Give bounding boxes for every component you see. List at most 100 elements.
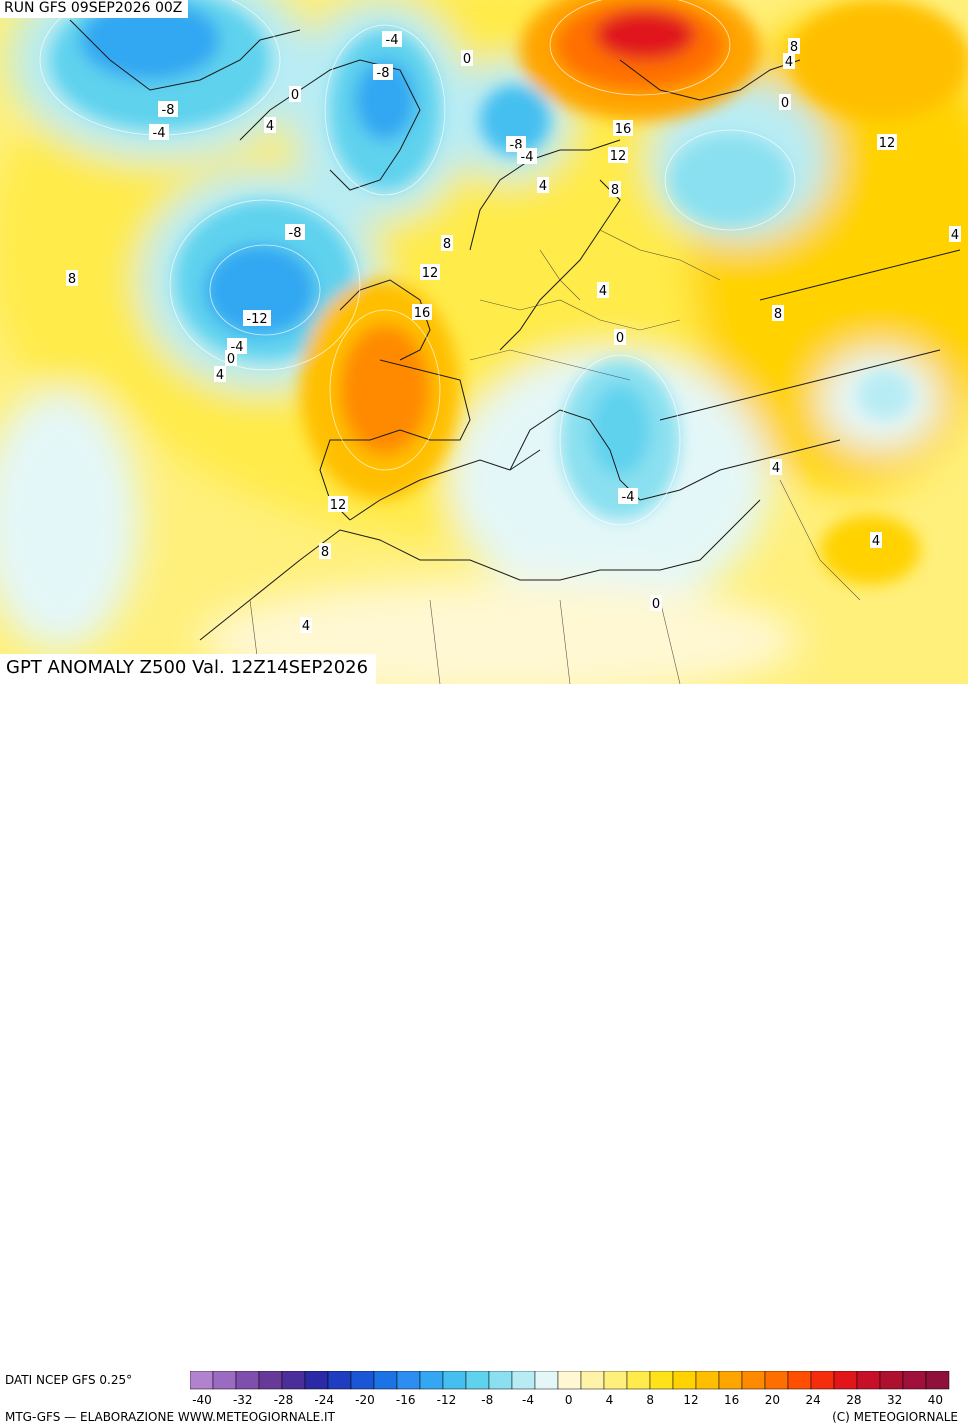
contour-label-bg xyxy=(289,86,301,102)
contour-label-bg xyxy=(149,124,169,140)
contour-label: 4 xyxy=(872,534,880,549)
contour-label-bg xyxy=(614,329,626,345)
contour-label-bg xyxy=(650,595,662,611)
contour-label-bg xyxy=(328,496,348,512)
contour-label-bg xyxy=(537,177,549,193)
contour-label: 4 xyxy=(772,461,780,476)
colorbar-swatch xyxy=(856,1371,881,1390)
footer-credit: MTG-GFS — ELABORAZIONE WWW.METEOGIORNALE… xyxy=(5,1410,335,1424)
contour-label: -8 xyxy=(162,103,175,118)
colorbar-swatch xyxy=(235,1371,260,1390)
contour-label: 8 xyxy=(443,237,451,252)
contour-label: -4 xyxy=(153,126,166,141)
contour-label-bg xyxy=(772,305,784,321)
colorbar-swatch xyxy=(810,1371,835,1390)
contour-label: 4 xyxy=(216,368,224,383)
colorbar-tick-label: -4 xyxy=(522,1393,534,1407)
colorbar-tick-label: -8 xyxy=(481,1393,493,1407)
contour-label-bg xyxy=(264,117,276,133)
colorbar-tick-label: -16 xyxy=(396,1393,416,1407)
contour-label-bg xyxy=(285,224,305,240)
isolines xyxy=(39,0,796,526)
colorbar-tick-label: 28 xyxy=(846,1393,861,1407)
contour-label: 16 xyxy=(615,122,632,137)
contour-label: 8 xyxy=(68,272,76,287)
colorbar-tick-label: 32 xyxy=(887,1393,902,1407)
country-borders xyxy=(249,229,861,684)
contour-label-bg xyxy=(613,120,633,136)
contour-label-bg xyxy=(608,147,628,163)
colorbar-swatch xyxy=(511,1371,536,1390)
run-title: RUN GFS 09SEP2026 00Z xyxy=(0,0,189,18)
contour-label-bg xyxy=(225,350,237,366)
contour-label: -4 xyxy=(521,150,534,165)
colorbar-swatch xyxy=(626,1371,651,1390)
contour-label-bg xyxy=(214,366,226,382)
contour-label-bg xyxy=(243,310,271,326)
colorbar-tick-label: 8 xyxy=(646,1393,654,1407)
contour-label: 8 xyxy=(790,40,798,55)
contour-label: 12 xyxy=(422,266,439,281)
contour-label: 8 xyxy=(774,307,782,322)
colorbar-swatch xyxy=(212,1371,237,1390)
legend-bar: DATI NCEP GFS 0.25° -40 -32 -28 -24 -20 -16 -1… xyxy=(0,684,968,1424)
contour-label-bg xyxy=(420,264,440,280)
contour-label-bg xyxy=(461,50,473,66)
contour-label: 4 xyxy=(539,179,547,194)
contour-label: -8 xyxy=(377,66,390,81)
colorbar-swatch xyxy=(925,1371,950,1390)
contour-label: 0 xyxy=(781,96,789,111)
contour-label-bg xyxy=(517,148,537,164)
colorbar-swatch xyxy=(327,1371,352,1390)
contour-label: 8 xyxy=(321,545,329,560)
data-source-label: DATI NCEP GFS 0.25° xyxy=(5,1373,133,1387)
contour-label-bg xyxy=(618,488,638,504)
contour-label: -4 xyxy=(386,33,399,48)
contour-label-bg xyxy=(319,543,331,559)
colorbar-tick-label: -28 xyxy=(274,1393,294,1407)
colorbar-swatch xyxy=(465,1371,490,1390)
contour-label: 0 xyxy=(652,597,660,612)
contour-label: 4 xyxy=(266,119,274,134)
colorbar-swatch xyxy=(304,1371,329,1390)
colorbar-swatch xyxy=(695,1371,720,1390)
colorbar-tick-label: 16 xyxy=(724,1393,739,1407)
contour-label-bg xyxy=(609,181,621,197)
colorbar-tick-label: 20 xyxy=(765,1393,780,1407)
colorbar-swatch xyxy=(764,1371,789,1390)
contour-label-bg xyxy=(412,304,432,320)
colorbar-tick-label: 4 xyxy=(606,1393,614,1407)
colorbar-tick-label: -20 xyxy=(355,1393,375,1407)
colorbar-swatch xyxy=(190,1371,214,1390)
contour-label: -8 xyxy=(289,226,302,241)
contour-label: 4 xyxy=(599,284,607,299)
colorbar-swatch xyxy=(396,1371,421,1390)
contour-label: 16 xyxy=(414,306,431,321)
contour-label-bg xyxy=(441,235,453,251)
colorbar-tick-label: 0 xyxy=(565,1393,573,1407)
colorbar-tick-label: -40 xyxy=(192,1393,212,1407)
contour-label: -12 xyxy=(246,312,267,327)
contour-label: 12 xyxy=(879,136,896,151)
contour-label-bg xyxy=(300,617,312,633)
colorbar-swatch xyxy=(672,1371,697,1390)
contour-label-bg xyxy=(949,226,961,242)
contour-label: 0 xyxy=(616,331,624,346)
colorbar-swatch xyxy=(580,1371,605,1390)
contour-label: 12 xyxy=(330,498,347,513)
contour-label-bg xyxy=(788,38,800,54)
colorbar-swatch xyxy=(534,1371,559,1390)
contour-label-bg xyxy=(783,53,795,69)
colorbar-swatch xyxy=(557,1371,582,1390)
coastlines xyxy=(69,19,961,641)
contour-label: 0 xyxy=(227,352,235,367)
footer-copyright: (C) METEOGIORNALE xyxy=(832,1410,958,1424)
colorbar-swatch xyxy=(902,1371,927,1390)
colorbar-swatch xyxy=(718,1371,743,1390)
colorbar-tick-label: 12 xyxy=(683,1393,698,1407)
colorbar-swatch xyxy=(879,1371,904,1390)
contour-label: 4 xyxy=(951,228,959,243)
colorbar-swatch xyxy=(741,1371,766,1390)
colorbar-tick-label: -12 xyxy=(437,1393,457,1407)
contour-label-bg xyxy=(770,459,782,475)
